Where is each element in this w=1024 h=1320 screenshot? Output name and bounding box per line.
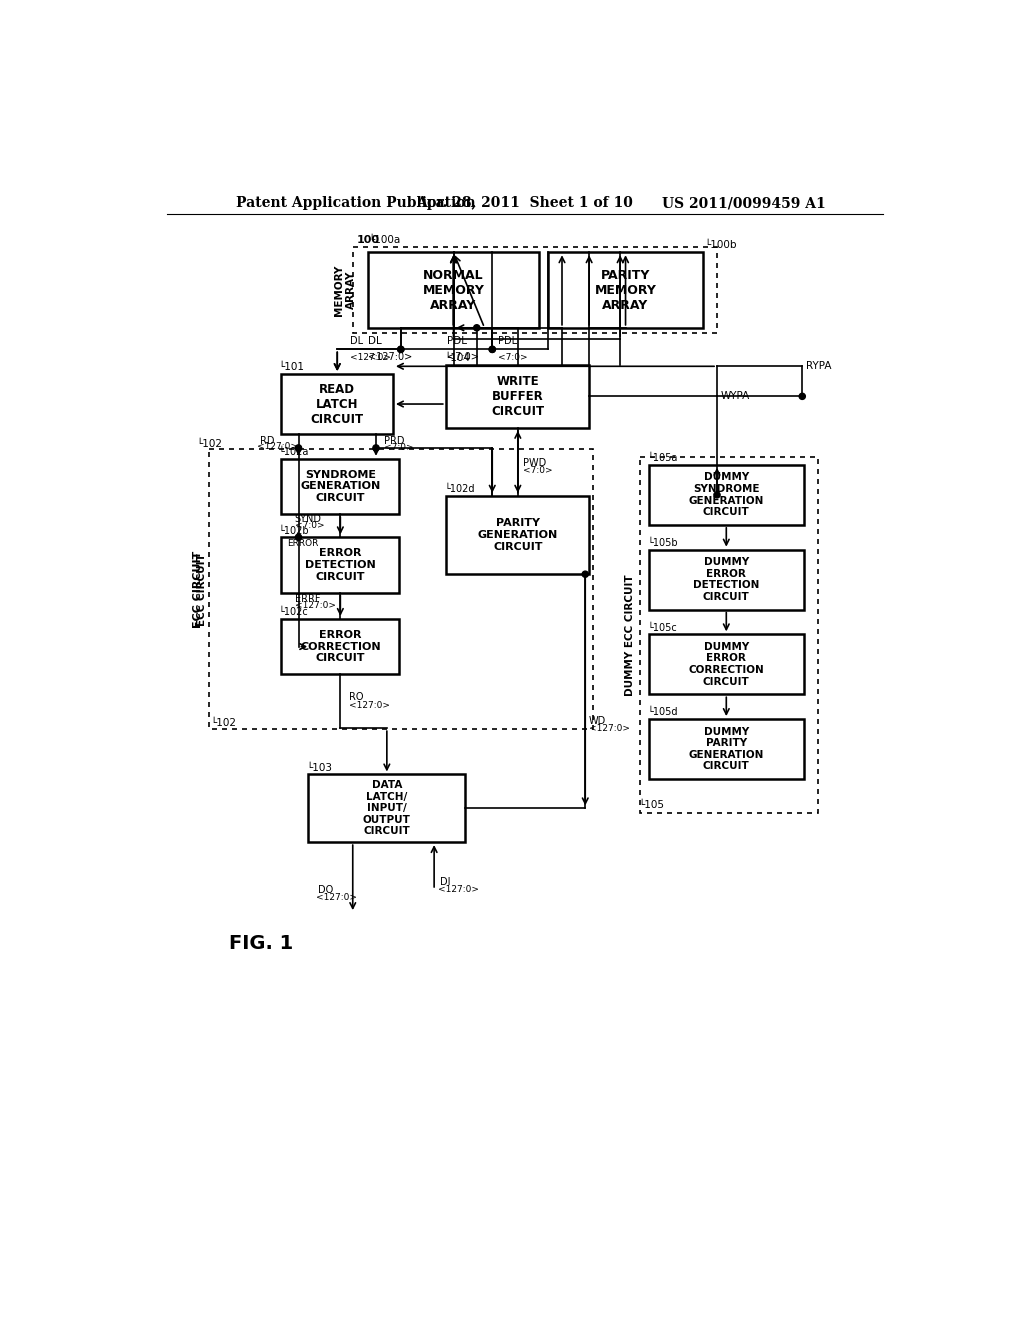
Text: <127:0>: <127:0> xyxy=(257,442,298,450)
Text: ERROR
CORRECTION
CIRCUIT: ERROR CORRECTION CIRCUIT xyxy=(300,630,381,663)
Text: WYPA: WYPA xyxy=(721,391,751,401)
Circle shape xyxy=(373,445,379,451)
Circle shape xyxy=(799,393,805,400)
Circle shape xyxy=(489,346,496,352)
Text: ECC CIRCUIT: ECC CIRCUIT xyxy=(197,553,207,626)
Text: PRD: PRD xyxy=(384,436,404,446)
Bar xyxy=(649,549,804,610)
Text: PDL: PDL xyxy=(447,335,467,346)
Text: └105b: └105b xyxy=(647,539,678,548)
Text: DUMMY
ERROR
CORRECTION
CIRCUIT: DUMMY ERROR CORRECTION CIRCUIT xyxy=(688,642,764,686)
Text: FIG. 1: FIG. 1 xyxy=(228,935,293,953)
Text: MEMORY
ARRAY: MEMORY ARRAY xyxy=(334,264,355,315)
Text: └105d: └105d xyxy=(647,708,678,718)
Circle shape xyxy=(583,572,589,577)
Text: NORMAL
MEMORY
ARRAY: NORMAL MEMORY ARRAY xyxy=(423,268,484,312)
Text: SYNDROME
GENERATION
CIRCUIT: SYNDROME GENERATION CIRCUIT xyxy=(300,470,381,503)
Bar xyxy=(281,459,399,513)
Circle shape xyxy=(474,325,480,331)
Text: <127:0>: <127:0> xyxy=(350,354,391,362)
Text: └102: └102 xyxy=(197,440,222,449)
Text: DUMMY ECC CIRCUIT: DUMMY ECC CIRCUIT xyxy=(626,574,635,696)
Circle shape xyxy=(489,346,496,352)
Text: Apr. 28, 2011  Sheet 1 of 10: Apr. 28, 2011 Sheet 1 of 10 xyxy=(417,197,633,210)
Text: DL: DL xyxy=(350,335,364,346)
Text: └105c: └105c xyxy=(647,623,677,632)
Text: └102a: └102a xyxy=(279,447,308,457)
Text: └104: └104 xyxy=(444,354,470,363)
Circle shape xyxy=(714,492,720,498)
Text: PARITY
GENERATION
CIRCUIT: PARITY GENERATION CIRCUIT xyxy=(478,519,558,552)
Text: <7:0>: <7:0> xyxy=(447,352,479,363)
Bar xyxy=(445,496,589,574)
Text: DATA
LATCH/
INPUT/
OUTPUT
CIRCUIT: DATA LATCH/ INPUT/ OUTPUT CIRCUIT xyxy=(362,780,411,837)
Circle shape xyxy=(295,445,302,451)
Text: RO: RO xyxy=(349,693,364,702)
Text: ERROR: ERROR xyxy=(287,539,318,548)
Text: RYPA: RYPA xyxy=(806,362,831,371)
Text: └101: └101 xyxy=(279,363,304,372)
Text: <127:0>: <127:0> xyxy=(369,352,413,363)
Text: DL: DL xyxy=(369,335,382,346)
Text: DO: DO xyxy=(317,884,333,895)
Text: <127:0>: <127:0> xyxy=(589,723,630,733)
Bar xyxy=(369,252,539,327)
Text: US 2011/0099459 A1: US 2011/0099459 A1 xyxy=(662,197,825,210)
Text: DUMMY
SYNDROME
GENERATION
CIRCUIT: DUMMY SYNDROME GENERATION CIRCUIT xyxy=(688,473,764,517)
Bar xyxy=(281,374,393,434)
Text: DUMMY
ERROR
DETECTION
CIRCUIT: DUMMY ERROR DETECTION CIRCUIT xyxy=(693,557,760,602)
Text: PARITY
MEMORY
ARRAY: PARITY MEMORY ARRAY xyxy=(595,268,656,312)
Bar xyxy=(640,457,818,813)
Text: ECC CIRCUIT: ECC CIRCUIT xyxy=(193,550,203,628)
Text: ERROR
DETECTION
CIRCUIT: ERROR DETECTION CIRCUIT xyxy=(305,548,376,582)
Text: └100b: └100b xyxy=(705,240,737,249)
Text: ERRF: ERRF xyxy=(295,594,321,603)
Circle shape xyxy=(397,346,403,352)
Text: DI: DI xyxy=(440,878,451,887)
Text: <127:0>: <127:0> xyxy=(438,886,479,895)
Text: 100: 100 xyxy=(356,235,380,244)
Text: WRITE
BUFFER
CIRCUIT: WRITE BUFFER CIRCUIT xyxy=(492,375,545,418)
Text: <7:0>: <7:0> xyxy=(499,354,528,362)
Text: RD: RD xyxy=(260,436,274,446)
Text: └103: └103 xyxy=(306,763,332,774)
Text: Patent Application Publication: Patent Application Publication xyxy=(237,197,476,210)
Bar xyxy=(308,775,465,842)
Text: └102: └102 xyxy=(210,718,237,729)
Bar xyxy=(548,252,703,327)
Text: <127:0>: <127:0> xyxy=(349,701,390,710)
Text: └105a: └105a xyxy=(647,453,678,463)
Text: READ
LATCH
CIRCUIT: READ LATCH CIRCUIT xyxy=(310,383,364,425)
Text: └105: └105 xyxy=(638,800,664,810)
Text: <7:0>: <7:0> xyxy=(384,442,414,451)
Text: <127:0>: <127:0> xyxy=(315,894,356,902)
Text: PWD: PWD xyxy=(523,458,547,467)
Bar xyxy=(649,719,804,779)
Bar xyxy=(209,449,593,729)
Text: └100a: └100a xyxy=(369,235,400,244)
Bar xyxy=(281,619,399,675)
Text: WD: WD xyxy=(589,715,606,726)
Bar xyxy=(649,465,804,525)
Text: DUMMY
PARITY
GENERATION
CIRCUIT: DUMMY PARITY GENERATION CIRCUIT xyxy=(688,726,764,771)
Text: <7:0>: <7:0> xyxy=(523,466,553,475)
Text: └102c: └102c xyxy=(279,607,308,618)
Text: SYND: SYND xyxy=(295,513,322,524)
Text: <7:0>: <7:0> xyxy=(295,521,325,531)
Text: PDL: PDL xyxy=(499,335,517,346)
Circle shape xyxy=(295,535,302,540)
Text: └102d: └102d xyxy=(444,484,475,494)
Bar xyxy=(352,247,717,333)
Text: <127:0>: <127:0> xyxy=(295,602,336,610)
Bar xyxy=(281,537,399,593)
Circle shape xyxy=(397,346,403,352)
Bar xyxy=(649,635,804,694)
Text: └102b: └102b xyxy=(279,525,309,536)
Bar xyxy=(445,364,589,428)
